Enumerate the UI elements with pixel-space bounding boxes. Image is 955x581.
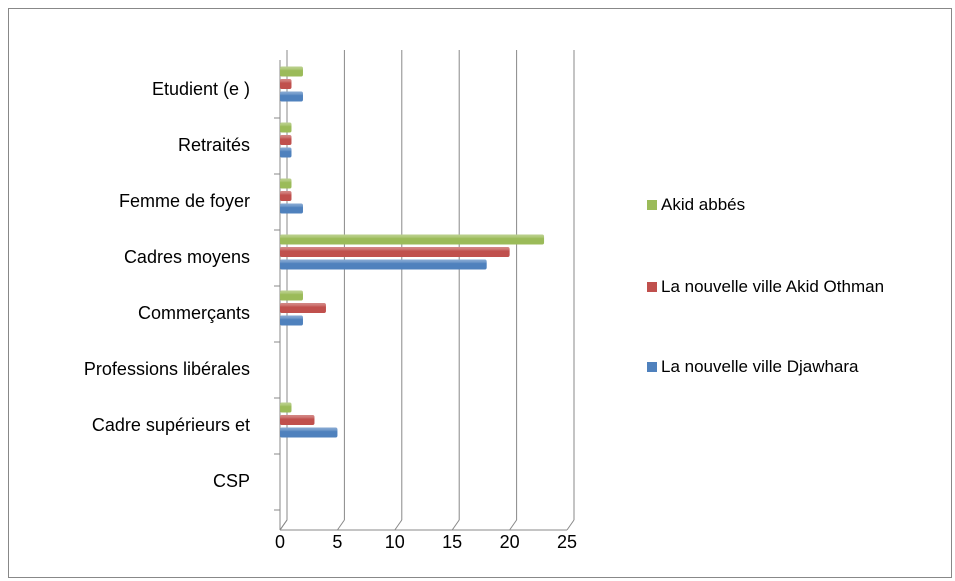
bar-shine <box>280 191 292 201</box>
x-tick-label: 15 <box>442 532 462 552</box>
legend-swatch <box>647 282 657 292</box>
legend-item: La nouvelle ville Akid Othman <box>647 274 884 300</box>
y-tick-label: Femme de foyer <box>119 191 250 211</box>
floor-line <box>509 519 518 531</box>
bar-shine <box>280 147 292 158</box>
y-tick-label: CSP <box>213 471 250 491</box>
x-tick-label: 0 <box>275 532 285 552</box>
bar-shine <box>280 247 510 257</box>
bar-shine <box>280 415 315 425</box>
bar-shine <box>280 259 487 270</box>
bar-shine <box>280 66 303 77</box>
legend-label: La nouvelle ville Djawhara <box>661 357 859 376</box>
bar-shine <box>280 234 545 245</box>
y-tick-label: Commerçants <box>138 303 250 323</box>
bar-shine <box>280 303 326 313</box>
bar-shine <box>280 402 292 413</box>
x-tick-label: 5 <box>332 532 342 552</box>
bar-shine <box>280 315 303 326</box>
bar-shine <box>280 91 303 102</box>
floor-line <box>451 519 460 531</box>
bar-shine <box>280 203 303 214</box>
bar-shine <box>280 135 292 145</box>
legend-swatch <box>647 362 657 372</box>
bar-shine <box>280 178 292 189</box>
legend-item: La nouvelle ville Djawhara <box>647 354 859 380</box>
floor-line <box>394 519 403 531</box>
y-tick-label: Cadres moyens <box>124 247 250 267</box>
y-tick-label: Retraités <box>178 135 250 155</box>
x-tick-label: 20 <box>500 532 520 552</box>
bar-shine <box>280 79 292 89</box>
x-tick-label: 10 <box>385 532 405 552</box>
floor-line <box>566 519 575 531</box>
y-tick-label: Professions libérales <box>84 359 250 379</box>
y-tick-label: Etudient (e ) <box>152 79 250 99</box>
y-tick-label: Cadre supérieurs et <box>92 415 250 435</box>
legend-label: Akid abbés <box>661 195 746 214</box>
x-tick-label: 25 <box>557 532 577 552</box>
legend-swatch <box>647 200 657 210</box>
floor-line <box>336 519 345 531</box>
legend-item: Akid abbés <box>647 192 745 218</box>
chart-frame <box>8 8 952 578</box>
bar-shine <box>280 427 338 438</box>
floor-line <box>279 519 288 531</box>
bar-shine <box>280 122 292 133</box>
legend-label: La nouvelle ville Akid Othman <box>661 277 885 296</box>
bar-shine <box>280 290 303 301</box>
